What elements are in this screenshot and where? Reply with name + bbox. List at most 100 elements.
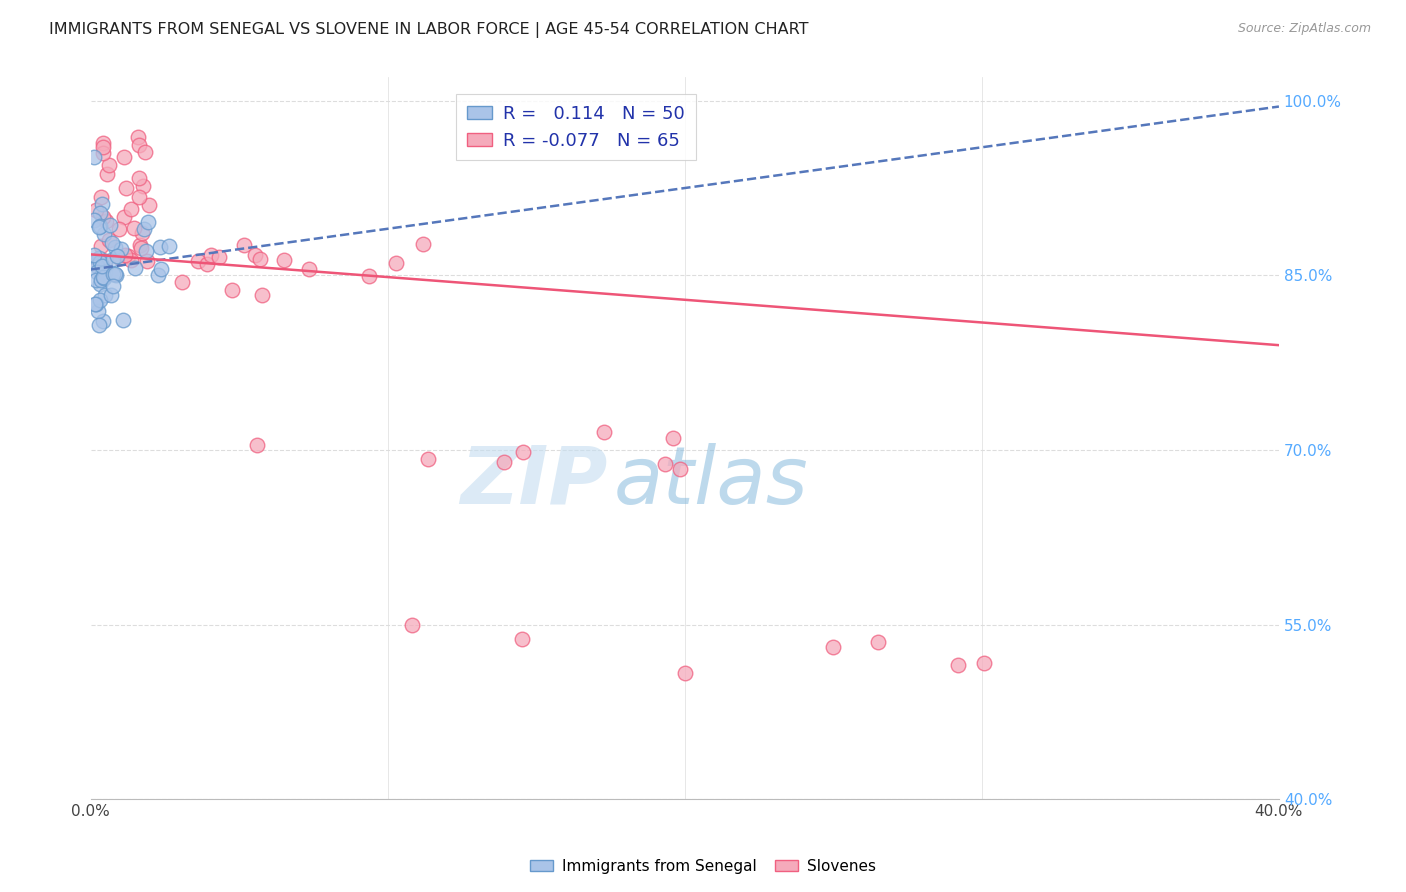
Point xyxy=(150,261,173,276)
Point xyxy=(90,189,112,203)
Point xyxy=(91,140,114,154)
Point xyxy=(401,618,423,632)
Point xyxy=(84,255,107,269)
Point xyxy=(124,260,146,275)
Point xyxy=(132,222,155,236)
Point xyxy=(89,277,111,292)
Text: ZIP: ZIP xyxy=(460,442,607,521)
Text: IMMIGRANTS FROM SENEGAL VS SLOVENE IN LABOR FORCE | AGE 45-54 CORRELATION CHART: IMMIGRANTS FROM SENEGAL VS SLOVENE IN LA… xyxy=(49,22,808,38)
Point xyxy=(84,296,107,310)
Point xyxy=(98,234,121,248)
Point xyxy=(221,283,243,297)
Point xyxy=(89,220,111,235)
Point xyxy=(200,248,222,262)
Point xyxy=(91,145,114,160)
Point xyxy=(128,190,150,204)
Point xyxy=(115,181,138,195)
Point xyxy=(90,266,112,280)
Point xyxy=(83,248,105,262)
Point xyxy=(120,252,142,267)
Point xyxy=(593,425,616,439)
Point xyxy=(100,288,122,302)
Point xyxy=(89,254,111,268)
Point xyxy=(127,129,149,144)
Point xyxy=(129,237,152,252)
Point xyxy=(98,158,121,172)
Point xyxy=(412,236,434,251)
Point xyxy=(673,665,696,680)
Point xyxy=(91,211,114,225)
Point xyxy=(107,222,129,236)
Point xyxy=(273,253,295,268)
Point xyxy=(973,656,995,670)
Point xyxy=(112,211,135,225)
Point xyxy=(86,297,108,311)
Point xyxy=(111,313,134,327)
Point xyxy=(108,251,131,265)
Point xyxy=(114,247,136,261)
Point xyxy=(87,304,110,318)
Point xyxy=(91,136,114,151)
Point xyxy=(170,275,193,289)
Point xyxy=(94,287,117,301)
Point xyxy=(138,198,160,212)
Point xyxy=(110,242,132,256)
Point xyxy=(948,657,970,672)
Point xyxy=(492,455,515,469)
Point xyxy=(128,138,150,153)
Point xyxy=(96,168,118,182)
Point xyxy=(89,219,111,233)
Point xyxy=(195,257,218,271)
Point xyxy=(135,244,157,258)
Point xyxy=(90,259,112,273)
Point xyxy=(662,431,685,445)
Point xyxy=(101,267,124,281)
Point xyxy=(512,444,534,458)
Point xyxy=(357,269,380,284)
Point xyxy=(93,265,115,279)
Point xyxy=(86,265,108,279)
Point xyxy=(104,267,127,281)
Point xyxy=(135,253,157,268)
Point xyxy=(122,221,145,235)
Point xyxy=(668,462,690,476)
Point xyxy=(96,214,118,228)
Point xyxy=(89,293,111,307)
Point xyxy=(149,240,172,254)
Point xyxy=(208,250,231,264)
Point xyxy=(128,170,150,185)
Point xyxy=(823,640,845,654)
Point xyxy=(104,240,127,254)
Legend: Immigrants from Senegal, Slovenes: Immigrants from Senegal, Slovenes xyxy=(524,853,882,880)
Point xyxy=(866,635,889,649)
Point xyxy=(252,288,274,302)
Point xyxy=(249,252,271,267)
Point xyxy=(120,202,142,216)
Text: atlas: atlas xyxy=(613,442,808,521)
Point xyxy=(112,150,135,164)
Point xyxy=(86,255,108,269)
Point xyxy=(84,273,107,287)
Point xyxy=(512,632,534,646)
Point xyxy=(83,213,105,227)
Point xyxy=(233,238,256,252)
Point xyxy=(385,256,408,270)
Point xyxy=(245,248,267,262)
Point xyxy=(103,252,125,266)
Point xyxy=(418,451,440,466)
Point xyxy=(90,239,112,253)
Point xyxy=(93,270,115,285)
Point xyxy=(134,145,156,159)
Legend: R =   0.114   N = 50, R = -0.077   N = 65: R = 0.114 N = 50, R = -0.077 N = 65 xyxy=(456,94,696,161)
Point xyxy=(104,268,127,282)
Point xyxy=(89,206,111,220)
Point xyxy=(91,314,114,328)
Point xyxy=(83,255,105,269)
Point xyxy=(86,260,108,274)
Point xyxy=(187,253,209,268)
Text: Source: ZipAtlas.com: Source: ZipAtlas.com xyxy=(1237,22,1371,36)
Point xyxy=(91,270,114,285)
Point xyxy=(157,239,180,253)
Point xyxy=(91,271,114,285)
Point xyxy=(94,254,117,268)
